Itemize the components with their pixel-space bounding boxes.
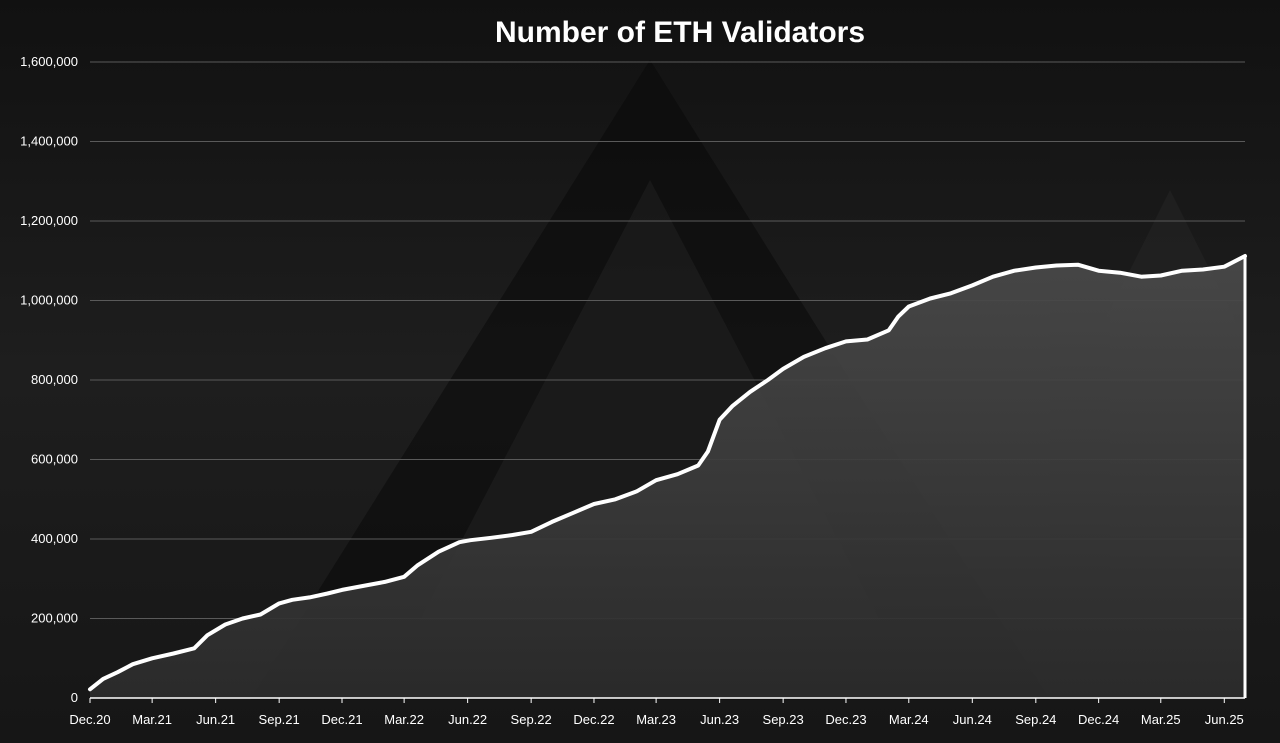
x-tick-label: Mar.21 bbox=[132, 712, 172, 727]
y-tick-label: 400,000 bbox=[31, 531, 78, 546]
y-tick-label: 1,200,000 bbox=[20, 213, 78, 228]
x-tick-label: Sep.22 bbox=[511, 712, 552, 727]
y-axis: 0 200,000 400,000 600,000 800,000 1,000,000 1,… bbox=[20, 54, 78, 705]
x-tick-label: Dec.21 bbox=[321, 712, 362, 727]
y-tick-label: 200,000 bbox=[31, 611, 78, 626]
chart-title: Number of ETH Validators bbox=[495, 16, 865, 49]
x-tick-label: Jun.22 bbox=[448, 712, 487, 727]
y-tick-label: 1,400,000 bbox=[20, 134, 78, 149]
x-tick-label: Dec.22 bbox=[573, 712, 614, 727]
x-tick-label: Mar.23 bbox=[636, 712, 676, 727]
x-tick-label: Dec.20 bbox=[69, 712, 110, 727]
x-tick-label: Sep.23 bbox=[763, 712, 804, 727]
x-axis: Dec.20 Mar.21 Jun.21 Sep.21 Dec.21 Mar.22 Jun.… bbox=[69, 697, 1245, 727]
series-line bbox=[88, 254, 1247, 692]
x-tick-label: Jun.25 bbox=[1205, 712, 1244, 727]
x-tick-label: Dec.24 bbox=[1078, 712, 1119, 727]
x-tick-label: Jun.21 bbox=[196, 712, 235, 727]
y-tick-label: 800,000 bbox=[31, 372, 78, 387]
y-tick-label: 0 bbox=[71, 690, 78, 705]
x-tick-label: Mar.25 bbox=[1141, 712, 1181, 727]
y-tick-label: 1,600,000 bbox=[20, 54, 78, 69]
x-tick-label: Mar.24 bbox=[889, 712, 929, 727]
x-tick-label: Jun.23 bbox=[700, 712, 739, 727]
y-tick-label: 1,000,000 bbox=[20, 293, 78, 308]
x-tick-label: Sep.21 bbox=[259, 712, 300, 727]
x-tick-label: Jun.24 bbox=[953, 712, 992, 727]
x-tick-label: Mar.22 bbox=[384, 712, 424, 727]
x-tick-label: Sep.24 bbox=[1015, 712, 1056, 727]
series-area-layer bbox=[88, 254, 1247, 698]
series-area bbox=[90, 256, 1245, 698]
x-tick-label: Dec.23 bbox=[825, 712, 866, 727]
y-tick-label: 600,000 bbox=[31, 452, 78, 467]
